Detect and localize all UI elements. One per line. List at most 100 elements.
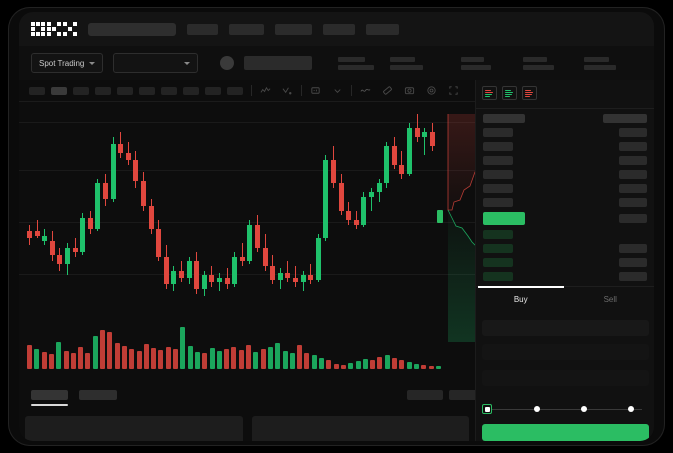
volume-bar <box>267 347 273 369</box>
volume-bar <box>260 348 266 369</box>
settings-icon[interactable] <box>426 85 437 96</box>
orderbook-bid-row[interactable] <box>476 258 654 267</box>
orderbook-ask-row[interactable] <box>476 156 654 165</box>
last-price-display <box>244 56 313 70</box>
orderbook-ask-row[interactable] <box>476 184 654 193</box>
volume-bar <box>202 352 208 369</box>
orderbook-header <box>476 114 654 123</box>
stepper-marker-active[interactable] <box>482 404 492 414</box>
order-amount-input[interactable] <box>482 344 649 360</box>
volume-bar <box>370 359 376 369</box>
stepper-marker-dot[interactable] <box>628 406 634 412</box>
nav-item-1[interactable] <box>229 23 264 35</box>
tab-sell[interactable]: Sell <box>566 287 655 312</box>
orderbook-ask-row[interactable] <box>476 128 654 137</box>
volume-bar <box>231 347 237 369</box>
volume-bar <box>121 346 127 369</box>
bottom-panel-1[interactable] <box>251 416 469 441</box>
volume-bar <box>107 332 113 369</box>
bottom-panel-0[interactable] <box>25 416 243 441</box>
volume-bar <box>194 351 200 369</box>
orderbook-ask-row[interactable] <box>476 198 654 207</box>
price-chart[interactable] <box>19 102 495 382</box>
volume-bar <box>209 348 215 369</box>
indicators-icon[interactable] <box>260 85 271 96</box>
market-type-dropdown[interactable]: Spot Trading <box>31 53 104 73</box>
interval-button-6[interactable] <box>161 86 177 95</box>
interval-button-0[interactable] <box>29 86 45 95</box>
orders-tab-1[interactable] <box>79 390 117 400</box>
volume-bar <box>326 359 332 369</box>
volume-bar <box>253 351 259 369</box>
ask-amount <box>619 198 647 207</box>
alert-icon[interactable] <box>310 85 321 96</box>
market-stat-4 <box>584 56 617 70</box>
place-order-button[interactable] <box>482 424 649 441</box>
okx-logo-glyph-2 <box>47 22 61 36</box>
camera-icon[interactable] <box>404 85 415 96</box>
orderbook-header-price <box>483 114 525 123</box>
volume-bar <box>311 355 317 369</box>
fullscreen-icon[interactable] <box>448 85 459 96</box>
orderbook-mode-switcher <box>476 80 654 106</box>
ruler-icon[interactable] <box>382 85 393 96</box>
last-price-amount <box>619 214 647 223</box>
stepper-marker-dot[interactable] <box>581 406 587 412</box>
chevron-down-icon[interactable] <box>332 85 343 96</box>
nav-item-2[interactable] <box>275 23 312 35</box>
interval-button-5[interactable] <box>139 86 155 95</box>
volume-bar <box>224 348 230 369</box>
okx-logo[interactable] <box>31 22 77 36</box>
interval-button-2[interactable] <box>73 86 89 95</box>
tab-buy[interactable]: Buy <box>476 286 566 312</box>
orderbook-ask-row[interactable] <box>476 170 654 179</box>
volume-bar <box>340 365 346 369</box>
volume-bar <box>413 363 419 369</box>
interval-button-8[interactable] <box>205 86 221 95</box>
volume-bar <box>187 346 193 369</box>
orderbook-asks-icon[interactable] <box>522 86 537 100</box>
volume-bar <box>56 341 62 369</box>
interval-button-4[interactable] <box>117 86 133 95</box>
interval-button-9[interactable] <box>227 86 243 95</box>
orderbook-bid-row[interactable] <box>476 272 654 281</box>
volume-bar <box>238 349 244 369</box>
trading-pair-dropdown[interactable] <box>113 53 199 73</box>
orders-tab-0[interactable] <box>31 390 68 400</box>
top-navigation-bar <box>19 12 654 46</box>
volume-bar <box>100 329 105 369</box>
compare-icon[interactable] <box>282 85 293 96</box>
order-price-input[interactable] <box>482 320 649 336</box>
interval-button-1[interactable] <box>51 86 67 95</box>
global-search-input[interactable] <box>88 22 176 36</box>
orderbook-both-icon[interactable] <box>482 86 497 100</box>
orderbook-bid-row[interactable] <box>476 244 654 253</box>
volume-bar <box>34 348 40 369</box>
orderbook-last-price-row <box>476 212 654 225</box>
interval-button-7[interactable] <box>183 86 199 95</box>
nav-item-0[interactable] <box>187 23 218 35</box>
volume-bar <box>304 353 310 369</box>
amount-percent-stepper[interactable] <box>482 402 649 416</box>
volume-bar <box>246 345 251 369</box>
nav-item-3[interactable] <box>323 23 355 35</box>
orderbook-bid-row[interactable] <box>476 230 654 239</box>
chart-toolbar <box>19 80 654 102</box>
ask-amount <box>619 184 647 193</box>
nav-item-4[interactable] <box>366 23 399 35</box>
volume-bar <box>392 358 397 369</box>
orderbook-bids-icon[interactable] <box>502 86 517 100</box>
orderbook-header-amount <box>603 114 647 123</box>
volume-bar <box>275 343 281 369</box>
candlestick-series <box>27 110 447 300</box>
line-chart-icon[interactable] <box>360 85 371 96</box>
orderbook-ask-row[interactable] <box>476 142 654 151</box>
interval-button-3[interactable] <box>95 86 111 95</box>
orders-action-1[interactable] <box>449 390 482 400</box>
volume-bar <box>173 348 178 369</box>
stepper-marker-dot[interactable] <box>534 406 540 412</box>
order-total-input[interactable] <box>482 370 649 386</box>
orders-action-0[interactable] <box>407 390 443 400</box>
bid-amount <box>619 272 647 281</box>
